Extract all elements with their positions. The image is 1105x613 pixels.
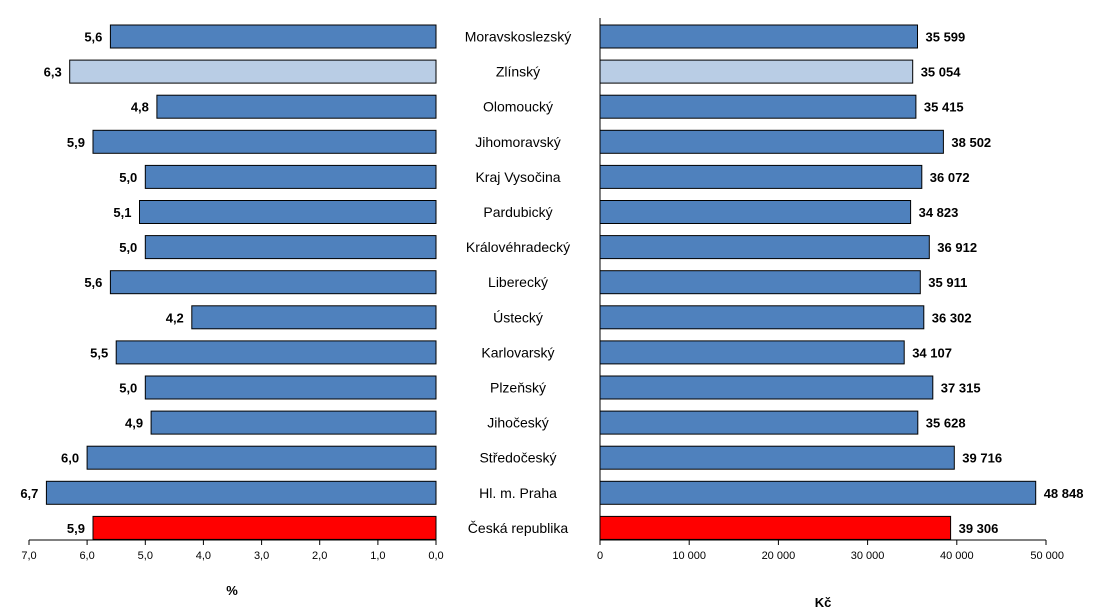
percent-value-label: 5,9 bbox=[67, 135, 85, 150]
wage-value-label: 39 306 bbox=[959, 521, 999, 536]
wage-bar bbox=[599, 340, 905, 365]
wage-tick-label: 10 000 bbox=[672, 550, 706, 562]
percent-bar bbox=[144, 375, 437, 400]
wage-bar bbox=[599, 59, 914, 84]
wage-value-label: 34 823 bbox=[919, 205, 959, 220]
percent-bar bbox=[109, 270, 437, 295]
percent-value-label: 6,3 bbox=[44, 65, 62, 80]
percent-bar bbox=[92, 129, 437, 154]
wage-tick-label: 30 000 bbox=[851, 550, 885, 562]
percent-bar bbox=[92, 515, 437, 540]
percent-value-label: 4,2 bbox=[166, 310, 184, 325]
percent-tick-label: 5,0 bbox=[138, 550, 153, 562]
percent-tick-label: 2,0 bbox=[312, 550, 327, 562]
region-label: Kraj Vysočina bbox=[475, 169, 560, 185]
percent-value-label: 6,7 bbox=[20, 486, 38, 501]
percent-bar bbox=[144, 235, 437, 260]
wage-bar bbox=[599, 410, 919, 435]
wage-tick-label: 20 000 bbox=[762, 550, 796, 562]
wage-value-label: 34 107 bbox=[912, 345, 952, 360]
percent-value-label: 6,0 bbox=[61, 451, 79, 466]
region-label: Hl. m. Praha bbox=[479, 485, 557, 501]
region-label: Liberecký bbox=[488, 274, 548, 290]
wage-value-label: 36 302 bbox=[932, 310, 972, 325]
wage-axis-title: Kč bbox=[815, 595, 832, 610]
region-label: Česká republika bbox=[468, 520, 569, 536]
region-label: Moravskoslezský bbox=[465, 29, 572, 45]
percent-change-chart: 5,6 6,3 4,8 5,9 5,0 5,1 5,0 5,6 4,2 5,5 5,0 4,9 6,0 6… bbox=[20, 24, 444, 598]
wage-value-label: 48 848 bbox=[1044, 486, 1084, 501]
percent-bar bbox=[69, 59, 437, 84]
percent-bar bbox=[115, 340, 437, 365]
percent-tick-label: 6,0 bbox=[79, 550, 94, 562]
wage-value-label: 35 911 bbox=[928, 275, 967, 290]
percent-bar bbox=[156, 94, 437, 119]
wage-bar bbox=[599, 375, 934, 400]
region-label: Královéhradecký bbox=[466, 239, 570, 255]
percent-bar bbox=[144, 164, 437, 189]
wage-tick-label: 50 000 bbox=[1030, 550, 1064, 562]
wage-bar bbox=[599, 235, 930, 260]
percent-bar bbox=[150, 410, 437, 435]
region-label: Jihočeský bbox=[487, 415, 548, 431]
region-label: Jihomoravský bbox=[475, 134, 561, 150]
percent-value-label: 4,8 bbox=[131, 100, 149, 115]
wage-bar bbox=[599, 445, 955, 470]
wage-value-label: 36 912 bbox=[937, 240, 977, 255]
wage-bar bbox=[599, 164, 923, 189]
percent-tick-label: 4,0 bbox=[196, 550, 211, 562]
percent-bar bbox=[45, 480, 437, 505]
percent-value-label: 5,1 bbox=[113, 205, 131, 220]
region-label: Zlínský bbox=[496, 64, 540, 80]
wage-bar bbox=[599, 200, 912, 224]
average-wage-chart: 35 599 35 054 35 415 38 502 36 072 34 823 36 9… bbox=[597, 18, 1084, 610]
percent-value-label: 5,6 bbox=[84, 275, 102, 290]
region-label: Karlovarský bbox=[481, 344, 554, 360]
region-labels: Moravskoslezský Zlínský Olomoucký Jihomorav… bbox=[465, 29, 572, 536]
percent-value-label: 5,5 bbox=[90, 345, 108, 360]
percent-bar bbox=[191, 305, 437, 330]
wage-value-label: 38 502 bbox=[951, 135, 991, 150]
region-label: Olomoucký bbox=[483, 99, 553, 115]
wage-value-label: 35 628 bbox=[926, 416, 966, 431]
region-label: Středočeský bbox=[479, 450, 556, 466]
percent-tick-label: 3,0 bbox=[254, 550, 269, 562]
percent-tick-label: 7,0 bbox=[21, 550, 36, 562]
wage-bar bbox=[599, 129, 944, 154]
percent-bar bbox=[139, 200, 437, 224]
percent-bar bbox=[86, 445, 437, 470]
wage-bar bbox=[599, 305, 925, 330]
percent-bar bbox=[109, 24, 437, 49]
wage-tick-label: 0 bbox=[597, 550, 603, 562]
percent-axis-title: % bbox=[226, 583, 238, 598]
wage-value-label: 35 054 bbox=[921, 65, 962, 80]
wage-value-label: 37 315 bbox=[941, 381, 981, 396]
wage-value-label: 35 599 bbox=[926, 30, 966, 45]
wage-value-label: 36 072 bbox=[930, 170, 970, 185]
percent-tick-label: 0,0 bbox=[428, 550, 443, 562]
wage-bar bbox=[599, 515, 952, 540]
percent-tick-label: 1,0 bbox=[370, 550, 385, 562]
percent-value-label: 5,0 bbox=[119, 170, 137, 185]
percent-value-label: 5,0 bbox=[119, 240, 137, 255]
percent-value-label: 5,6 bbox=[84, 30, 102, 45]
percent-value-label: 5,0 bbox=[119, 381, 137, 396]
region-label: Plzeňský bbox=[490, 380, 546, 396]
wage-bar bbox=[599, 24, 918, 49]
region-label: Ústecký bbox=[493, 309, 543, 325]
wage-bar bbox=[599, 94, 917, 119]
wage-bar bbox=[599, 480, 1037, 505]
wage-value-label: 35 415 bbox=[924, 100, 964, 115]
wage-value-label: 39 716 bbox=[962, 451, 1002, 466]
percent-value-label: 5,9 bbox=[67, 521, 85, 536]
wage-bar bbox=[599, 270, 921, 295]
region-label: Pardubický bbox=[483, 204, 552, 220]
percent-value-label: 4,9 bbox=[125, 416, 143, 431]
wage-tick-label: 40 000 bbox=[940, 550, 974, 562]
